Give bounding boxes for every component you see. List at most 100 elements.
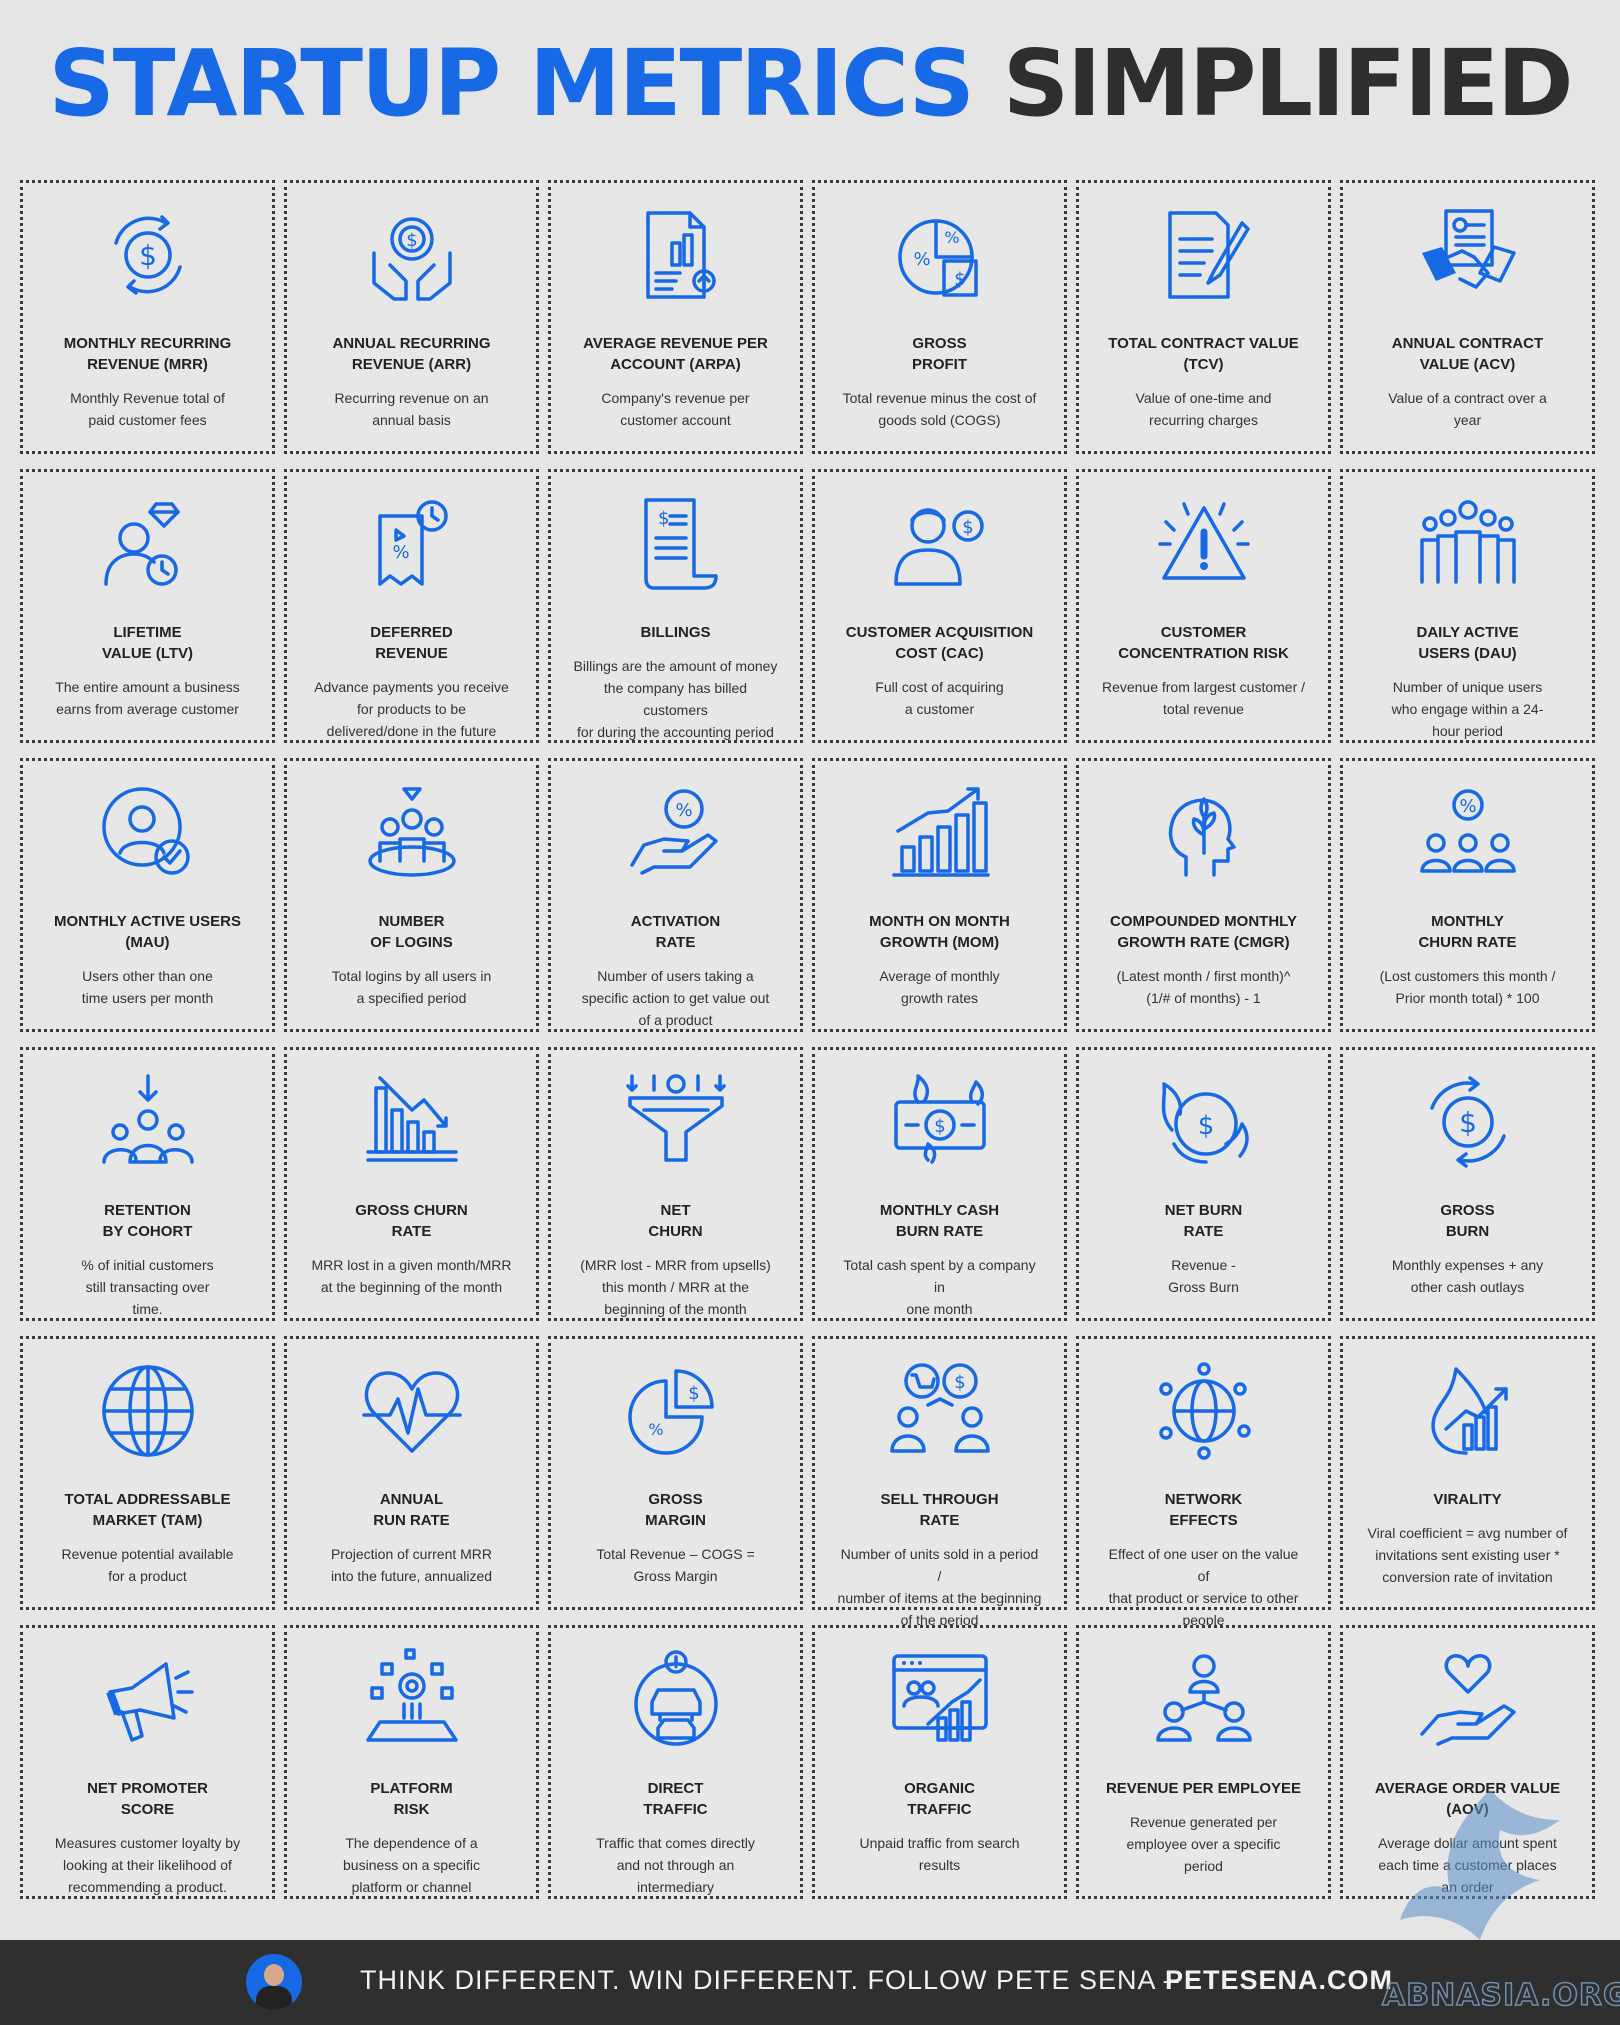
hand-heart-icon — [1416, 1648, 1520, 1752]
metric-card: NUMBER OF LOGINS Total logins by all user… — [284, 758, 539, 1032]
metric-title: ACTIVATION RATE — [630, 913, 721, 951]
svg-text:%: % — [913, 249, 930, 270]
metric-card: % ACTIVATION RATE Number of users taking a… — [548, 758, 803, 1032]
metric-description: Advance payments you receive for product… — [314, 679, 509, 739]
svg-text:$: $ — [139, 239, 157, 272]
metric-description: Total cash spent by a company in one mon… — [843, 1257, 1036, 1317]
report-chart-icon — [624, 203, 728, 307]
metrics-grid: $ MONTHLY RECURRING REVENUE (MRR) Monthly … — [20, 180, 1595, 1899]
growth-bars-icon — [888, 781, 992, 885]
receipt-clock-icon: % — [360, 492, 464, 596]
metric-title: MONTHLY ACTIVE USERS (MAU) — [54, 913, 241, 951]
metric-card: NETWORK EFFECTS Effect of one user on the… — [1076, 1336, 1331, 1628]
metric-description: Total revenue minus the cost of goods so… — [842, 390, 1037, 428]
metric-title: DEFERRED REVENUE — [370, 624, 453, 662]
metric-description: Users other than one time users per mont… — [81, 968, 214, 1006]
pie-percent-icon: $%% — [888, 203, 992, 307]
svg-text:$: $ — [658, 508, 669, 529]
metric-description: % of initial customers still transacting… — [81, 1257, 214, 1317]
metric-description: Number of unique users who engage within… — [1391, 679, 1544, 739]
metric-title: SELL THROUGH RATE — [880, 1491, 999, 1529]
metric-title: MONTHLY RECURRING REVENUE (MRR) — [63, 335, 232, 373]
metric-card: PLATFORM RISK The dependence of a busines… — [284, 1625, 539, 1899]
head-plant-icon — [1152, 781, 1256, 885]
metric-card: TOTAL ADDRESSABLE MARKET (TAM) Revenue po… — [20, 1336, 275, 1610]
metric-title: MONTHLY CASH BURN RATE — [879, 1202, 1000, 1240]
metric-description: Projection of current MRR into the futur… — [330, 1546, 493, 1584]
dollar-cycle-icon: $ — [96, 203, 200, 307]
metric-title: LIFETIME VALUE (LTV) — [101, 624, 194, 662]
svg-text:$: $ — [1197, 1111, 1214, 1141]
metric-description: Total Revenue – COGS = Gross Margin — [596, 1546, 755, 1584]
metric-title: GROSS MARGIN — [645, 1491, 706, 1529]
metric-card: DAILY ACTIVE USERS (DAU) Number of unique… — [1340, 469, 1595, 743]
metric-card: LIFETIME VALUE (LTV) The entire amount a … — [20, 469, 275, 743]
metric-title: DAILY ACTIVE USERS (DAU) — [1416, 624, 1519, 662]
metric-title: ANNUAL CONTRACT VALUE (ACV) — [1391, 335, 1544, 373]
metric-description: Revenue - Gross Burn — [1168, 1257, 1239, 1295]
metric-title: DIRECT TRAFFIC — [643, 1780, 708, 1818]
metric-description: The dependence of a business on a specif… — [343, 1835, 480, 1895]
metric-card: MONTH ON MONTH GROWTH (MoM) Average of mo… — [812, 758, 1067, 1032]
metric-card: $%% GROSS PROFIT Total revenue minus the c… — [812, 180, 1067, 454]
burning-cash-icon: $ — [888, 1070, 992, 1174]
metric-title: VIRALITY — [1433, 1491, 1502, 1508]
metric-card: $ MONTHLY RECURRING REVENUE (MRR) Monthly … — [20, 180, 275, 454]
metric-description: Billings are the amount of money the com… — [573, 658, 778, 740]
metric-description: Traffic that comes directly and not thro… — [596, 1835, 755, 1895]
metric-description: Unpaid traffic from search results — [859, 1835, 1020, 1873]
metric-description: Value of one-time and recurring charges — [1135, 390, 1272, 428]
metric-title: NETWORK EFFECTS — [1164, 1491, 1243, 1529]
svg-text:$: $ — [1459, 1106, 1477, 1139]
platform-gear-icon — [360, 1648, 464, 1752]
svg-text:$: $ — [954, 269, 965, 290]
metric-card: ORGANIC TRAFFIC Unpaid traffic from searc… — [812, 1625, 1067, 1899]
metric-title: RETENTION BY COHORT — [102, 1202, 193, 1240]
metric-title: COMPOUNDED MONTHLY GROWTH RATE (CMGR) — [1110, 913, 1297, 951]
metric-description: The entire amount a business earns from … — [55, 679, 240, 717]
watermark-bird-icon — [1400, 1790, 1560, 1940]
metric-card: $ ANNUAL RECURRING REVENUE (ARR) Recurring… — [284, 180, 539, 454]
metric-card: DIRECT TRAFFIC Traffic that comes directl… — [548, 1625, 803, 1899]
fire-coin-icon: $ — [1152, 1070, 1256, 1174]
metric-title: NET PROMOTER SCORE — [87, 1780, 208, 1818]
person-dollar-icon: $ — [888, 492, 992, 596]
metric-card: COMPOUNDED MONTHLY GROWTH RATE (CMGR) (La… — [1076, 758, 1331, 1032]
metric-description: (Latest month / first month)^ (1/# of mo… — [1116, 968, 1291, 1006]
metric-title: MONTHLY CHURN RATE — [1418, 913, 1517, 951]
car-traffic-icon — [624, 1648, 728, 1752]
metric-title: MONTH ON MONTH GROWTH (MoM) — [869, 913, 1010, 951]
decline-chart-icon — [360, 1070, 464, 1174]
metric-card: AVERAGE REVENUE PER ACCOUNT (ARPA) Compan… — [548, 180, 803, 454]
metric-card: % MONTHLY CHURN RATE (Lost customers this … — [1340, 758, 1595, 1032]
metric-title: GROSS CHURN RATE — [355, 1202, 468, 1240]
svg-text:$: $ — [954, 1372, 965, 1393]
metric-card: CUSTOMER CONCENTRATION RISK Revenue from … — [1076, 469, 1331, 743]
footer-site-link[interactable]: PETESENA.COM — [1165, 1965, 1394, 1995]
metric-card: $ GROSS BURN Monthly expenses + any other … — [1340, 1047, 1595, 1321]
metric-card: VIRALITY Viral coefficient = avg number o… — [1340, 1336, 1595, 1610]
metric-card: NET PROMOTER SCORE Measures customer loya… — [20, 1625, 275, 1899]
metric-title: NUMBER OF LOGINS — [370, 913, 453, 951]
crowd-icon — [1416, 492, 1520, 596]
metric-description: Number of users taking a specific action… — [581, 968, 770, 1028]
metric-description: (MRR lost - MRR from upsells) this month… — [580, 1257, 771, 1317]
flame-chart-icon — [1416, 1359, 1520, 1463]
metric-description: Revenue from largest customer / total re… — [1101, 679, 1306, 717]
user-diamond-icon — [96, 492, 200, 596]
metric-title: NET CHURN — [648, 1202, 703, 1240]
cohort-arrow-icon — [96, 1070, 200, 1174]
svg-text:$: $ — [962, 517, 973, 538]
metric-title: AVERAGE REVENUE PER ACCOUNT (ARPA) — [583, 335, 768, 373]
metric-description: Total logins by all users in a specified… — [331, 968, 492, 1006]
metric-description: Measures customer loyalty by looking at … — [54, 1835, 241, 1895]
metric-title: TOTAL ADDRESSABLE MARKET (TAM) — [64, 1491, 231, 1529]
metric-title: NET BURN RATE — [1164, 1202, 1243, 1240]
heart-pulse-icon — [360, 1359, 464, 1463]
warning-icon — [1152, 492, 1256, 596]
metric-card: $ NET BURN RATE Revenue - Gross Burn — [1076, 1047, 1331, 1321]
metric-description: Monthly Revenue total of paid customer f… — [70, 390, 225, 428]
metric-title: ORGANIC TRAFFIC — [904, 1780, 975, 1818]
metric-description: Revenue potential available for a produc… — [61, 1546, 234, 1584]
metric-title: REVENUE PER EMPLOYEE — [1105, 1780, 1302, 1797]
